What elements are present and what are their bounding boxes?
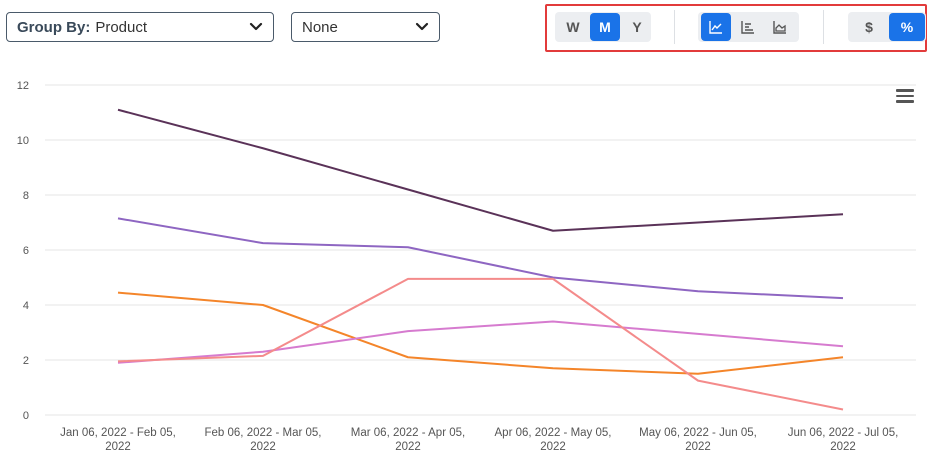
series-line-2[interactable] bbox=[117, 217, 844, 300]
period-year-button[interactable]: Y bbox=[632, 19, 642, 35]
period-week-button[interactable]: W bbox=[566, 19, 580, 35]
area-chart-button[interactable] bbox=[765, 13, 795, 41]
x-tick-label: Jan 06, 2022 - Feb 05, 2022 bbox=[60, 427, 176, 453]
x-tick-label: Jun 06, 2022 - Jul 05, 2022 bbox=[788, 427, 899, 453]
toolbar-divider bbox=[674, 10, 675, 44]
unit-percent-button[interactable]: % bbox=[889, 13, 925, 41]
group-by-dropdown[interactable]: Group By: Product bbox=[6, 12, 274, 42]
area-chart-icon bbox=[773, 21, 786, 34]
bar-chart-icon bbox=[741, 21, 754, 34]
period-month-button[interactable]: M bbox=[590, 13, 620, 41]
period-toggle-group: W M Y bbox=[555, 12, 651, 42]
group-by-label: Group By: bbox=[17, 18, 91, 36]
unit-dollar-button[interactable]: $ bbox=[865, 19, 873, 35]
line-chart: 0 2 4 6 8 10 12 Jan 06, 2022 - Feb 05, 2022 Feb … bbox=[17, 80, 916, 453]
y-tick-label: 2 bbox=[23, 355, 29, 367]
secondary-group-dropdown[interactable]: None bbox=[291, 12, 440, 42]
toolbar-divider bbox=[823, 10, 824, 44]
x-tick-label: Mar 06, 2022 - Apr 05, 2022 bbox=[351, 427, 465, 453]
toolbar-highlight-box bbox=[545, 4, 927, 52]
y-tick-label: 6 bbox=[23, 245, 29, 257]
x-tick-label: May 06, 2022 - Jun 05, 2022 bbox=[639, 427, 757, 453]
chevron-down-icon bbox=[249, 22, 263, 31]
hamburger-menu-icon[interactable] bbox=[896, 89, 914, 103]
x-tick-label: Feb 06, 2022 - Mar 05, 2022 bbox=[205, 427, 322, 453]
unit-toggle-group: $ % bbox=[848, 12, 926, 42]
series-line-4[interactable] bbox=[117, 320, 844, 364]
line-chart-button[interactable] bbox=[701, 13, 731, 41]
y-tick-label: 0 bbox=[23, 410, 29, 422]
line-chart-icon bbox=[709, 21, 722, 34]
chart-type-toggle-group bbox=[698, 12, 799, 42]
bar-chart-button[interactable] bbox=[733, 13, 763, 41]
series-line-1[interactable] bbox=[117, 108, 844, 232]
y-tick-label: 4 bbox=[23, 300, 29, 312]
y-tick-label: 10 bbox=[17, 135, 29, 147]
series-line-3[interactable] bbox=[117, 291, 844, 375]
group-by-value: Product bbox=[95, 18, 148, 36]
x-tick-label: Apr 06, 2022 - May 05, 2022 bbox=[495, 427, 612, 453]
chevron-down-icon bbox=[415, 22, 429, 31]
y-tick-label: 8 bbox=[23, 190, 29, 202]
y-tick-label: 12 bbox=[17, 80, 29, 92]
secondary-group-value: None bbox=[302, 18, 338, 36]
series-line-5[interactable] bbox=[117, 277, 844, 411]
